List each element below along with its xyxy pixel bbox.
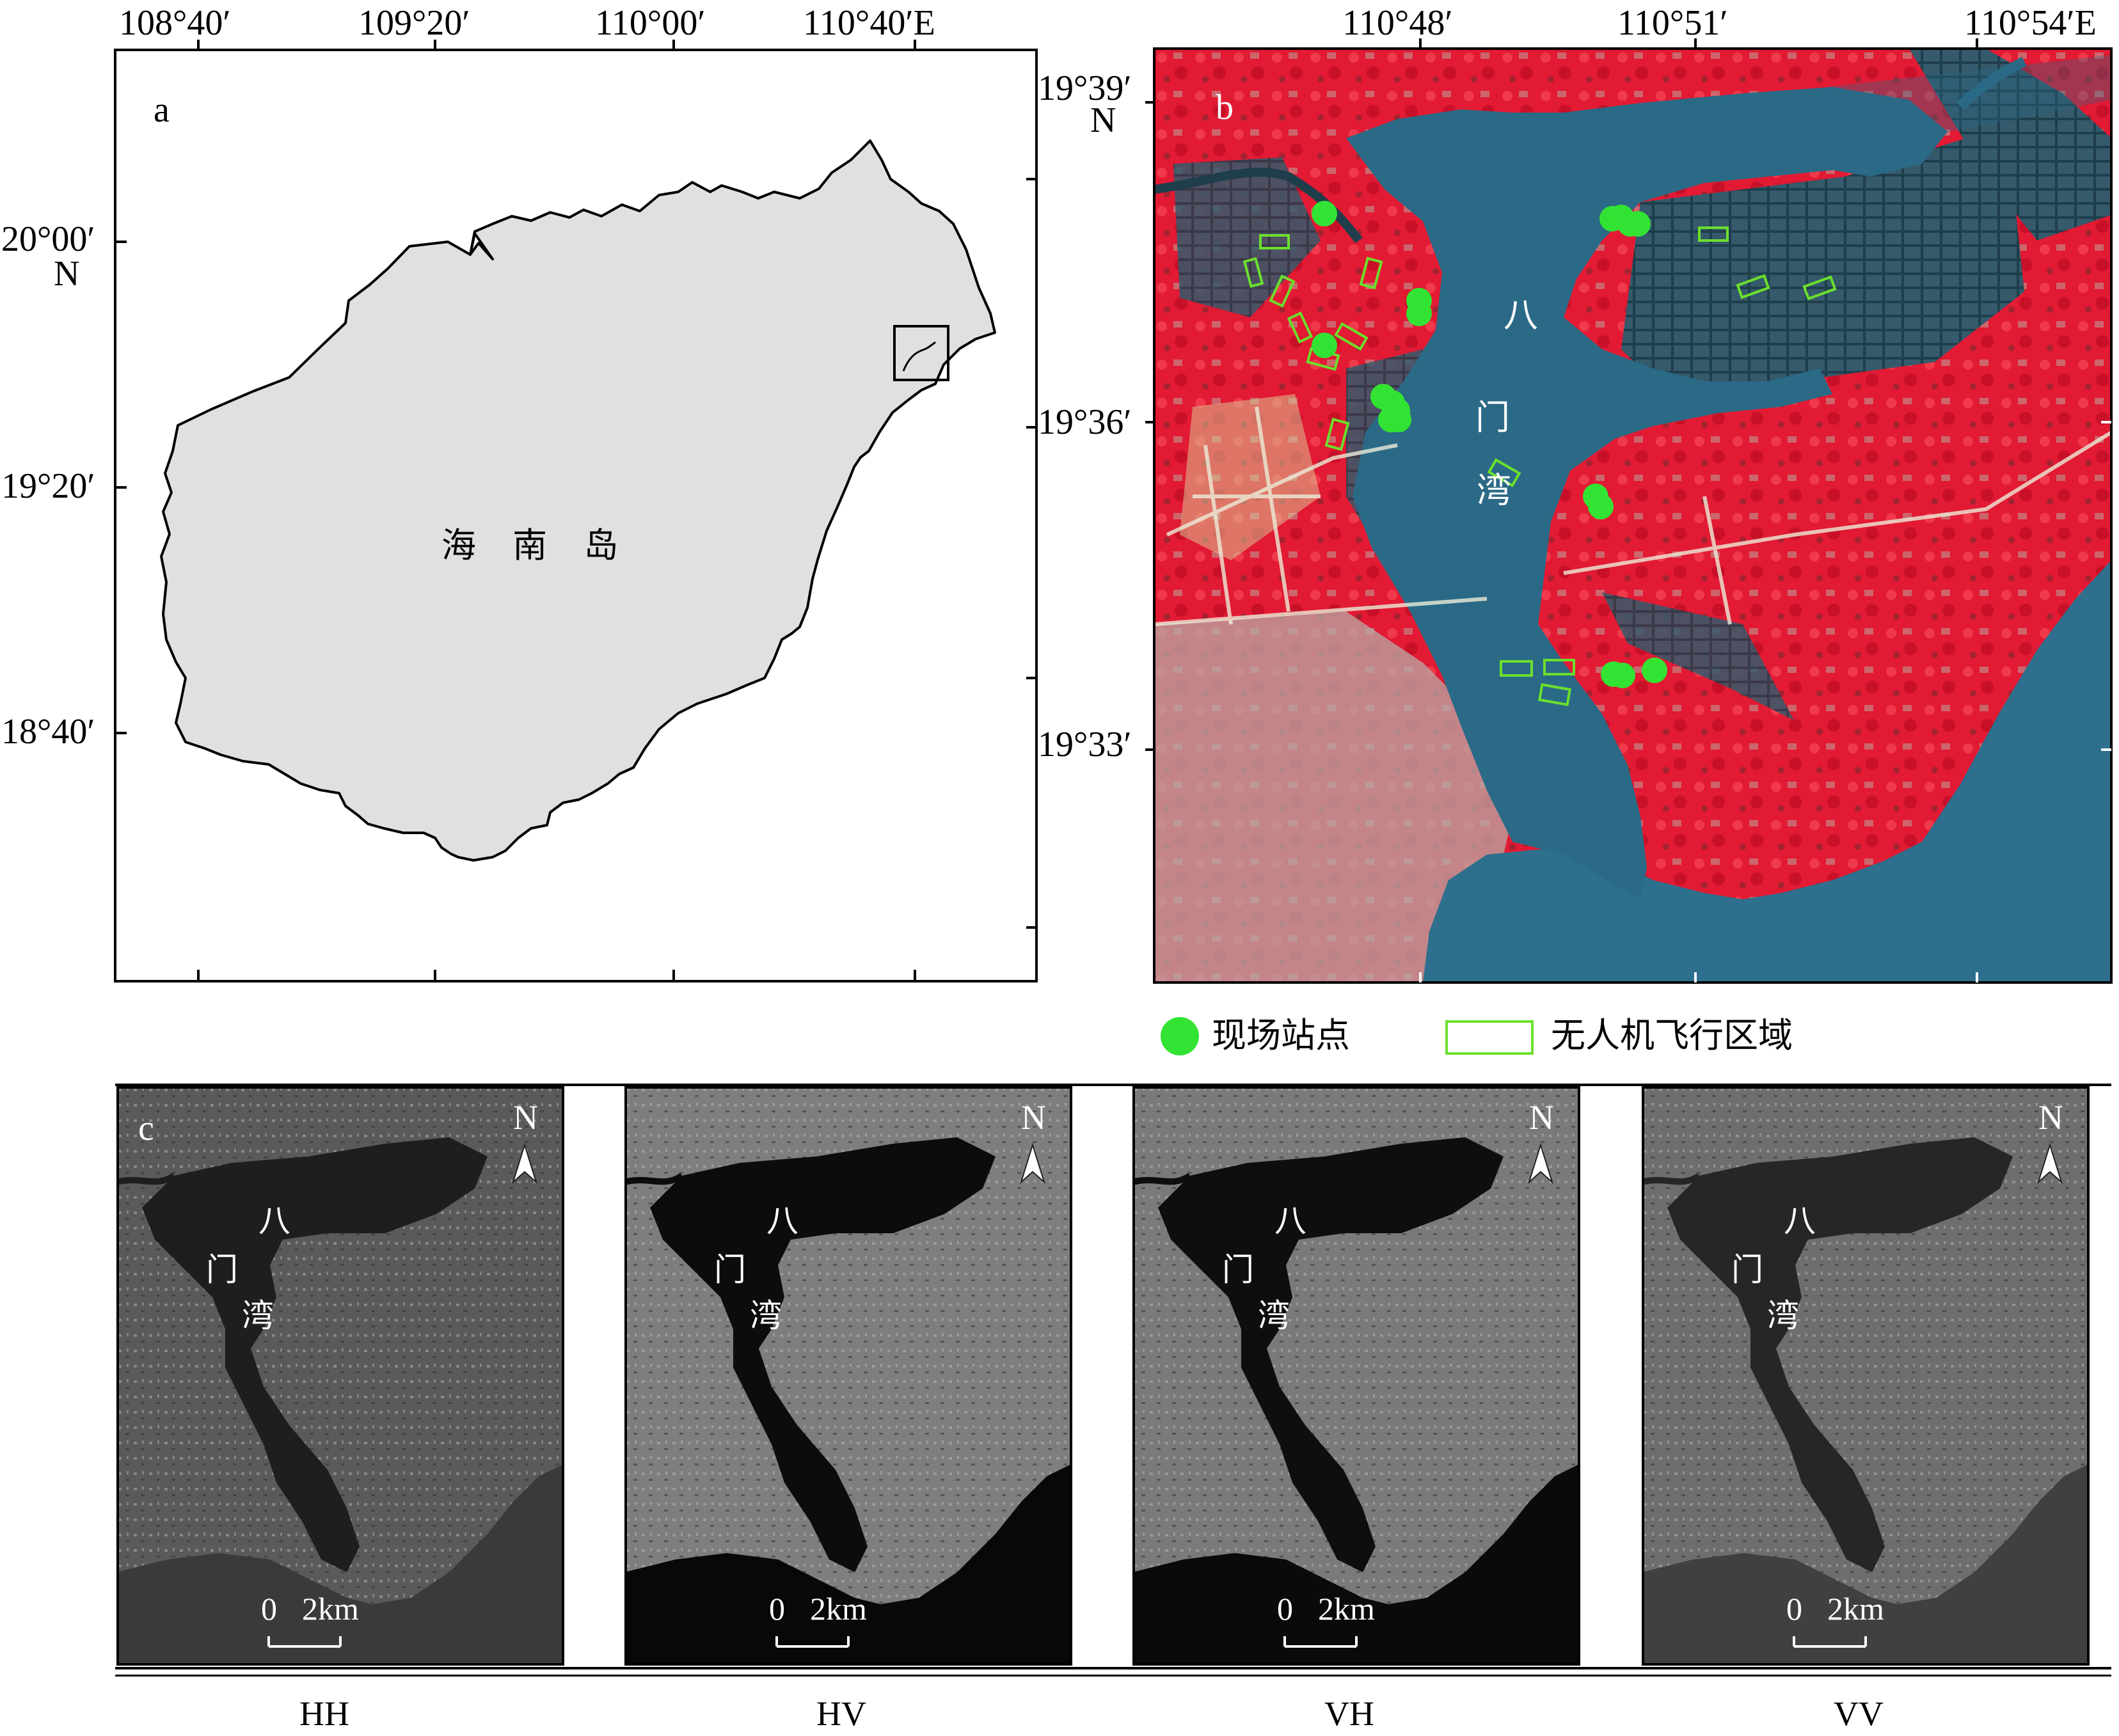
polarization-label-vv: VV	[1834, 1694, 1884, 1733]
scale-km: 2km	[1318, 1591, 1375, 1627]
sea-area	[1423, 560, 2111, 982]
scale-zero: 0	[769, 1591, 785, 1627]
bay-char-2: 门	[1222, 1251, 1254, 1288]
polarization-label-hh: HH	[299, 1694, 349, 1733]
sar-image	[115, 1086, 564, 1666]
sar-panel-hv: N 八门湾 0 2km	[623, 1086, 1072, 1666]
b-left-tick-n: N	[1090, 100, 1116, 140]
panel-b: b 八 门 湾 110°48′ 110°51′ 110°54′E 19°39′ …	[1030, 0, 2119, 998]
b-bay-char-3: 湾	[1477, 470, 1511, 510]
north-label: N	[1021, 1098, 1046, 1137]
polarization-label-hv: HV	[816, 1694, 866, 1733]
panel-a-letter: a	[154, 90, 170, 130]
a-left-tick-n: N	[54, 254, 80, 294]
bay-char-3: 湾	[750, 1297, 782, 1334]
north-label: N	[2038, 1098, 2063, 1137]
bay-char-1: 八	[258, 1203, 290, 1240]
panel-c-letter: c	[138, 1109, 154, 1148]
bay-char-1: 八	[766, 1203, 798, 1240]
scale-zero: 0	[1277, 1591, 1293, 1627]
b-top-tick-1: 110°48′	[1342, 3, 1453, 43]
a-left-tick-3: 18°40′	[1, 712, 95, 752]
bay-char-3: 湾	[242, 1297, 274, 1334]
a-top-tick-2: 109°20′	[358, 3, 470, 43]
scale-km: 2km	[810, 1591, 867, 1627]
north-label: N	[1529, 1098, 1554, 1137]
sar-image	[1131, 1086, 1580, 1666]
panel-b-image	[1154, 49, 2111, 982]
panel-b-letter: b	[1216, 88, 1234, 127]
legend: 现场站点 无人机飞行区域	[1158, 1011, 1862, 1062]
bay-char-2: 门	[714, 1251, 746, 1288]
b-top-tick-3: 110°54′E	[1964, 3, 2097, 43]
b-bay-char-1: 八	[1504, 295, 1538, 335]
sar-panel-vh: N 八门湾 0 2km	[1131, 1086, 1580, 1666]
b-left-tick-3: 19°33′	[1038, 725, 1132, 764]
sar-panel-hh: N 八门湾 0 2km	[115, 1086, 564, 1666]
sar-panel-vv: N 八门湾 0 2km	[1640, 1086, 2090, 1666]
uav-area-icon	[1445, 1020, 1534, 1055]
scale-km: 2km	[1827, 1591, 1884, 1627]
legend-uav-label: 无人机飞行区域	[1551, 1015, 1793, 1055]
panel-a: a 海 南 岛 108°40′ 109°20′ 110°00′ 110°40′E…	[0, 0, 1049, 998]
b-bay-char-2: 门	[1475, 397, 1510, 438]
bay-char-2: 门	[206, 1251, 238, 1288]
sar-image	[1640, 1086, 2090, 1666]
hainan-island	[160, 139, 996, 862]
panel-c: c	[0, 1075, 2119, 1736]
b-top-tick-2: 110°51′	[1617, 3, 1728, 43]
scale-zero: 0	[261, 1591, 277, 1627]
panel-c-top-rule	[115, 1084, 2111, 1086]
polarization-label-vh: VH	[1324, 1694, 1374, 1733]
sar-image	[623, 1086, 1072, 1666]
bay-char-1: 八	[1274, 1203, 1306, 1240]
a-top-tick-1: 108°40′	[119, 3, 231, 43]
island-label: 海 南 岛	[441, 525, 631, 565]
scale-km: 2km	[302, 1591, 359, 1627]
bay-water	[1346, 87, 1948, 899]
a-left-tick-2: 19°20′	[1, 466, 95, 506]
scale-zero: 0	[1786, 1591, 1802, 1627]
study-area-box	[893, 325, 949, 381]
bay-char-1: 八	[1784, 1203, 1816, 1240]
a-left-tick-1: 20°00′	[1, 219, 95, 259]
a-top-tick-3: 110°00′	[595, 3, 706, 43]
bay-char-3: 湾	[1767, 1297, 1799, 1334]
panel-b-frame	[1145, 38, 2113, 984]
legend-site-label: 现场站点	[1212, 1015, 1350, 1055]
bay-char-3: 湾	[1258, 1297, 1290, 1334]
b-left-tick-2: 19°36′	[1038, 402, 1132, 442]
panel-c-bottom-rule-1	[115, 1667, 2111, 1669]
site-marker-icon	[1161, 1017, 1199, 1055]
bay-char-2: 门	[1731, 1251, 1763, 1288]
b-left-tick-1: 19°39′	[1038, 68, 1132, 108]
panel-a-map	[114, 40, 1038, 982]
panel-c-bottom-rule-2	[115, 1675, 2111, 1677]
a-top-tick-4: 110°40′E	[803, 3, 935, 43]
north-label: N	[513, 1098, 538, 1137]
